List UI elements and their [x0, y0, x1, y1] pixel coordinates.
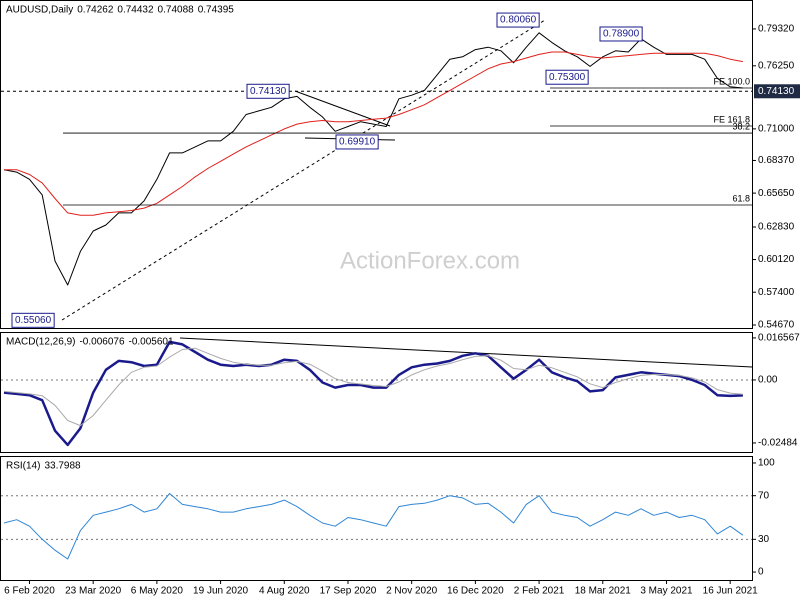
panel-readout: 0.74395: [198, 5, 235, 16]
annotation-label: 0.55060: [15, 315, 52, 326]
x-tick-label: 6 Feb 2020: [4, 586, 55, 597]
series-line: [4, 51, 743, 216]
y-tick-label: 0.71000: [758, 124, 795, 135]
y-tick-label: 30: [758, 534, 770, 545]
y-tick-label: 0.54670: [758, 320, 795, 331]
x-tick-label: 2 Feb 2021: [514, 586, 565, 597]
panel-readout: -0.006076: [79, 337, 124, 348]
y-tick-label: 0.79320: [758, 24, 795, 35]
y-tick-label: 70: [758, 490, 770, 501]
y-tick-label: 0.60120: [758, 254, 795, 265]
panel-readout: 0.74088: [158, 5, 195, 16]
series-line: [3, 493, 744, 560]
x-tick-label: 23 Mar 2020: [65, 586, 122, 597]
annotation-box: [11, 312, 55, 328]
y-tick-label: 0.016567: [758, 333, 800, 344]
macd-trend-line: [179, 337, 753, 368]
rsi-panel-frame: [0, 456, 753, 581]
price-panel-frame: [0, 0, 753, 329]
fib-level-label: FE 161.8: [713, 114, 750, 124]
fib-level-label: 61.8: [732, 193, 750, 203]
panel-readout: -0.005601: [129, 337, 174, 348]
price-marker-box: [754, 84, 800, 99]
x-tick-label: 3 May 2021: [640, 586, 693, 597]
series-line: [3, 32, 743, 286]
annotation-box: [496, 12, 540, 28]
y-tick-label: 0.65650: [758, 188, 795, 199]
x-tick-label: 16 Jun 2021: [703, 586, 758, 597]
x-tick-label: 2 Nov 2020: [386, 586, 438, 597]
x-tick-label: 18 Mar 2021: [575, 586, 632, 597]
y-tick-label: 0.57400: [758, 287, 795, 298]
fib-level-label: FE 100.0: [713, 76, 750, 86]
x-tick-label: 6 May 2020: [131, 586, 184, 597]
panel-readout: 0.74432: [117, 5, 154, 16]
annotation-label: 0.80060: [500, 15, 537, 26]
annotation-box: [545, 69, 589, 85]
trend-line: [61, 19, 546, 321]
fib-level-label: 38.2: [732, 121, 750, 131]
x-tick-label: 4 Aug 2020: [259, 586, 310, 597]
panel-title: RSI(14): [6, 461, 40, 472]
x-tick-label: 19 Jun 2020: [193, 586, 248, 597]
price-marker-label: 0.74130: [758, 86, 795, 97]
y-tick-label: 100: [758, 458, 775, 469]
annotation-label: 0.78900: [603, 29, 640, 40]
annotation-box: [335, 134, 379, 150]
annotation-box: [599, 26, 643, 42]
x-tick-label: 17 Sep 2020: [320, 586, 377, 597]
trend-line: [294, 90, 391, 127]
panel-title: MACD(12,26,9): [6, 337, 75, 348]
panel-readout: 0.74262: [77, 5, 114, 16]
macd-panel-frame: [0, 332, 753, 453]
series-line: [3, 347, 743, 427]
series-line: [3, 340, 743, 447]
panel-readout: 33.7988: [44, 461, 81, 472]
y-tick-label: 0.68370: [758, 155, 795, 166]
watermark: ActionForex.com: [340, 247, 520, 274]
x-tick-label: 16 Dec 2020: [447, 586, 504, 597]
annotation-label: 0.74130: [250, 86, 287, 97]
y-tick-label: 0.76250: [758, 60, 795, 71]
panel-title: AUDUSD,Daily: [6, 5, 73, 16]
y-tick-label: 0: [758, 567, 764, 578]
y-tick-label: 0.62830: [758, 222, 795, 233]
annotation-box: [246, 83, 290, 99]
y-tick-label: 0.00: [758, 375, 778, 386]
y-tick-label: -0.02484: [758, 438, 798, 449]
annotation-label: 0.75300: [549, 72, 586, 83]
annotation-label: 0.69910: [339, 137, 376, 148]
